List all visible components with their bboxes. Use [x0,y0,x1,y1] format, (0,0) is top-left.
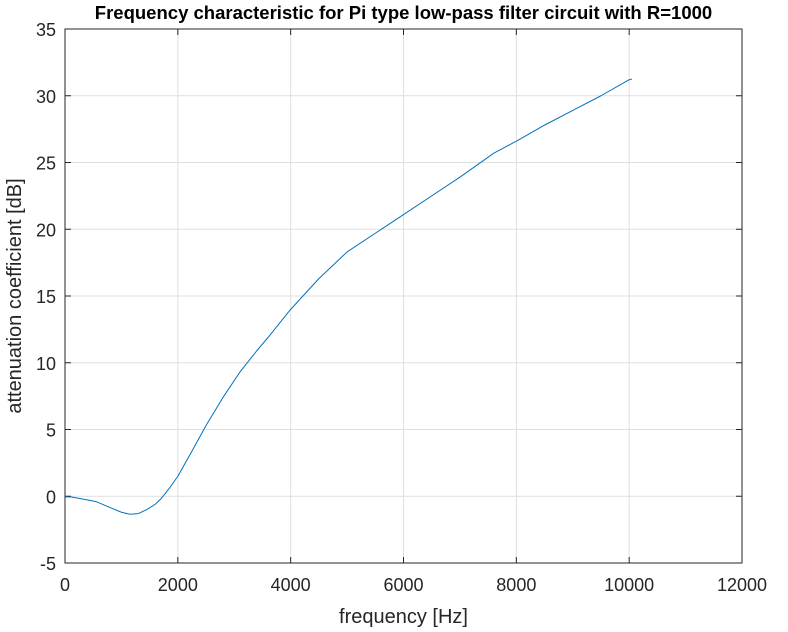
x-tick-label: 8000 [496,575,536,595]
y-tick-label: 30 [36,87,56,107]
y-tick-label: 20 [36,220,56,240]
y-tick-label: 0 [46,487,56,507]
x-tick-label: 2000 [158,575,198,595]
x-tick-label: 6000 [383,575,423,595]
y-tick-label: 25 [36,154,56,174]
series [65,78,633,515]
y-tick-label: 15 [36,287,56,307]
x-tick-label: 10000 [604,575,654,595]
grid [64,28,743,564]
y-tick-label: 5 [46,421,56,441]
x-tick-label: 4000 [271,575,311,595]
chart-title: Frequency characteristic for Pi type low… [95,2,712,23]
ticks: 0 2000 4000 6000 8000 10000 12000-505101520253… [36,20,767,595]
y-tick-label: 10 [36,354,56,374]
x-axis-label: frequency [Hz] [339,606,468,628]
x-tick-label: 12000 [717,575,767,595]
series-line [65,78,633,515]
y-tick-label: -5 [40,554,56,574]
y-axis-label: attenuation coefficient [dB] [4,178,26,413]
x-tick-label: 0 [60,575,70,595]
y-tick-label: 35 [36,20,56,40]
